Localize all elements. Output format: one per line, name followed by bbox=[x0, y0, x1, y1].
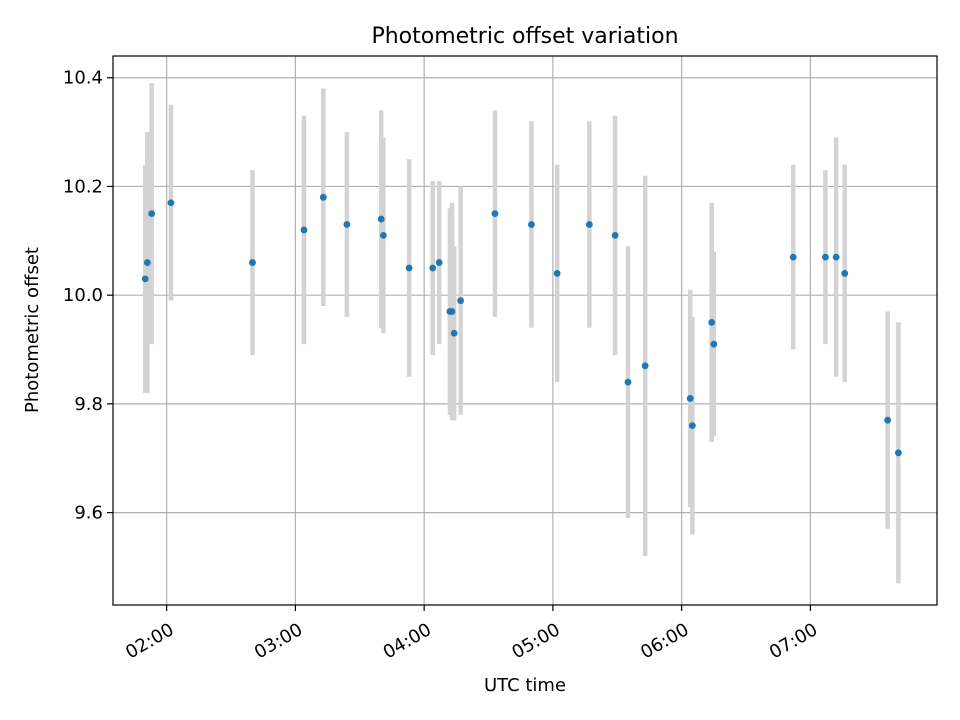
data-point bbox=[624, 378, 632, 386]
data-point bbox=[553, 270, 561, 277]
data-point bbox=[789, 253, 797, 261]
data-point bbox=[528, 221, 535, 228]
data-point bbox=[429, 264, 437, 272]
y-tick-label: 10.0 bbox=[63, 285, 103, 306]
y-tick-label: 9.6 bbox=[74, 503, 103, 524]
data-point bbox=[708, 318, 716, 326]
data-point bbox=[141, 275, 149, 283]
data-point bbox=[167, 199, 175, 207]
data-point bbox=[686, 395, 694, 402]
y-tick-label: 10.2 bbox=[63, 176, 103, 197]
plot-frame bbox=[112, 55, 938, 606]
data-point bbox=[143, 259, 151, 266]
data-point bbox=[300, 226, 308, 234]
data-point bbox=[688, 422, 696, 430]
data-point bbox=[841, 270, 849, 277]
chart-title: Photometric offset variation bbox=[371, 24, 678, 49]
point-layer bbox=[141, 193, 902, 457]
y-tick-label: 9.8 bbox=[74, 394, 103, 415]
data-point bbox=[457, 297, 465, 305]
data-point bbox=[435, 259, 443, 266]
data-point bbox=[491, 210, 499, 218]
data-point bbox=[611, 231, 619, 239]
data-point bbox=[448, 308, 456, 315]
data-point bbox=[832, 253, 840, 261]
data-point bbox=[249, 259, 256, 266]
data-point bbox=[822, 253, 829, 261]
data-point bbox=[405, 264, 413, 272]
data-point bbox=[710, 340, 718, 348]
data-point bbox=[884, 416, 892, 424]
data-point bbox=[379, 231, 387, 239]
data-point bbox=[641, 362, 649, 370]
data-point bbox=[319, 193, 327, 201]
y-tick-label: 10.4 bbox=[63, 68, 103, 89]
data-point bbox=[450, 329, 458, 337]
data-point bbox=[585, 221, 593, 228]
data-point bbox=[377, 215, 385, 223]
y-axis-label: Photometric offset bbox=[22, 247, 43, 413]
data-point bbox=[343, 221, 351, 228]
data-point bbox=[894, 449, 902, 457]
data-point bbox=[148, 210, 156, 218]
x-axis-label: UTC time bbox=[484, 675, 566, 696]
